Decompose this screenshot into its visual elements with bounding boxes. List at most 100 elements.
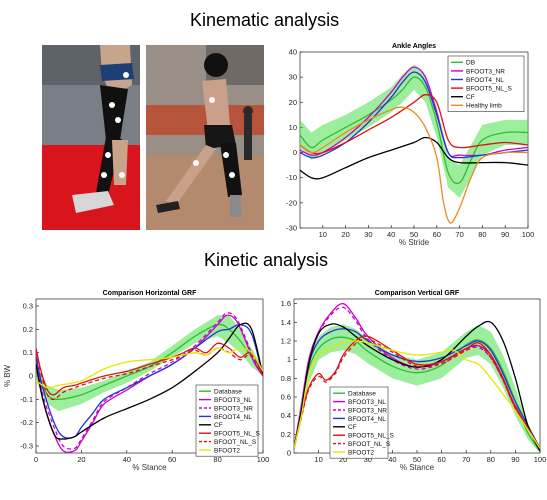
x-tick-label: 10: [314, 455, 322, 464]
y-tick-label: 0.3: [23, 302, 33, 311]
y-tick-label: 10: [289, 123, 297, 132]
series-line-bfoot3-nl: [36, 314, 263, 453]
legend-box: [329, 386, 389, 459]
y-tick-label: 30: [289, 73, 297, 82]
x-axis-label: % Stance: [132, 463, 167, 472]
series-line-bfoot5-nl-s: [300, 94, 528, 155]
legend-label-bfoot5-nl-s: BFOOT5_NL_S: [214, 431, 261, 438]
legend-label-cf: CF: [466, 94, 475, 101]
legend-label-bfoot3-nl: BFOOT3_NL: [348, 399, 386, 406]
y-tick-label: 0.2: [23, 325, 33, 334]
x-tick-label: 20: [77, 455, 85, 464]
ankle-angles-chart: Ankle Angles % Stride 10 20 30 40 50 60 70 80 90 10…: [286, 43, 535, 245]
y-tick-label: 0: [287, 449, 291, 458]
legend-label-bfoot5-nl-s: BFOOT5_NL_S: [348, 433, 395, 440]
x-tick-label: 80: [213, 455, 221, 464]
legend-label-cf: CF: [214, 422, 223, 429]
legend-label-bfoot5-nl-s: BFOOT5_NL_S: [466, 86, 513, 93]
x-tick-label: 30: [364, 230, 372, 239]
legend-label-bfoot2: BFOOT2: [348, 449, 374, 456]
horizontal-grf-chart: Comparison Horizontal GRF % Stance % BW 0 20…: [3, 290, 270, 472]
legend-label-bfoot2: BFOOT2: [214, 447, 240, 454]
x-axis-label: % Stance: [400, 463, 435, 472]
x-tick-label: 20: [339, 455, 347, 464]
y-tick-label: 0.6: [281, 393, 291, 402]
legend-label-bfoot4-nl: BFOOT4_NL: [466, 77, 504, 84]
x-axis-label: % Stride: [399, 238, 430, 245]
series-line-db: [300, 76, 528, 185]
x-tick-label: 0: [34, 455, 38, 464]
x-tick-label: 70: [462, 455, 470, 464]
legend-label-db: DB: [466, 60, 475, 67]
x-tick-label: 50: [410, 230, 418, 239]
legend-label-bfoot-nl-s: BFOOT_NL_S: [348, 441, 391, 448]
series-line-bfoot2: [36, 347, 263, 389]
series-line-bfoot3-nr: [36, 312, 263, 450]
y-tick-label: 0.8: [281, 374, 291, 383]
series-line-cf: [294, 320, 540, 452]
series-line-bfoot5-nl-s: [294, 335, 540, 449]
x-tick-label: 30: [364, 455, 372, 464]
y-tick-label: 1.2: [281, 337, 291, 346]
y-tick-label: -0.2: [20, 418, 33, 427]
kinematic-analysis-heading: Kinematic analysis: [190, 10, 340, 30]
x-tick-label: 40: [123, 455, 131, 464]
y-tick-label: 1.4: [281, 318, 291, 327]
x-tick-label: 60: [433, 230, 441, 239]
y-tick-label: -0.3: [20, 442, 33, 451]
y-axis-label: % BW: [3, 364, 12, 387]
legend-label-bfoot-nl-s: BFOOT_NL_S: [214, 439, 257, 446]
x-tick-label: 70: [455, 230, 463, 239]
legend-label-healthy-limb: Healthy limb: [466, 103, 502, 110]
series-line-cf: [36, 322, 263, 440]
band-db: [300, 64, 528, 198]
photo-side-view-red-floor: [42, 45, 140, 230]
y-tick-label: 0: [293, 148, 297, 157]
legend-label-bfoot4-nl: BFOOT4_NL: [348, 416, 386, 423]
series-line-database: [36, 323, 263, 400]
y-tick-label: -0.1: [20, 395, 33, 404]
series-line-cf: [300, 136, 528, 180]
x-tick-label: 90: [511, 455, 519, 464]
y-tick-label: -30: [286, 224, 297, 233]
y-tick-label: 0.1: [23, 348, 33, 357]
x-tick-label: 80: [478, 230, 486, 239]
x-tick-label: 100: [522, 230, 535, 239]
x-tick-label: 60: [437, 455, 445, 464]
series-line-database: [294, 336, 540, 452]
y-tick-label: 1.6: [281, 299, 291, 308]
legend-label-bfoot3-nr: BFOOT3_NR: [214, 405, 253, 412]
series-line-bfoot2: [294, 340, 540, 449]
photo-lunge-gym: [146, 45, 264, 230]
series-line-bfoot4-nl: [36, 323, 263, 439]
x-tick-label: 60: [168, 455, 176, 464]
legend-label-bfoot3-nr: BFOOT3_NR: [348, 407, 387, 414]
series-line-bfoot4-nl: [294, 328, 540, 449]
y-tick-label: 1: [287, 355, 291, 364]
series-line-healthy-limb: [300, 106, 528, 224]
y-tick-label: -20: [286, 198, 297, 207]
x-tick-label: 80: [487, 455, 495, 464]
series-line-bfoot5-nl-s: [36, 342, 263, 396]
series-line-bfoot4-nl: [300, 71, 528, 159]
x-tick-label: 20: [341, 230, 349, 239]
y-tick-label: 20: [289, 98, 297, 107]
x-tick-label: 40: [388, 455, 396, 464]
y-tick-label: 40: [289, 48, 297, 57]
legend-label-bfoot4-nl: BFOOT4_NL: [214, 414, 252, 421]
y-tick-label: 0.2: [281, 430, 291, 439]
chart-title: Comparison Vertical GRF: [375, 290, 460, 297]
x-tick-label: 100: [534, 455, 547, 464]
legend-label-database: Database: [348, 391, 376, 398]
x-tick-label: 90: [501, 230, 509, 239]
chart-title: Comparison Horizontal GRF: [103, 290, 197, 297]
legend-box: [447, 55, 525, 112]
x-tick-label: 100: [257, 455, 270, 464]
legend-label-database: Database: [214, 389, 242, 396]
legend-label-bfoot3-nl: BFOOT3_NL: [214, 397, 252, 404]
legend-label-cf: CF: [348, 424, 357, 431]
x-tick-label: 40: [387, 230, 395, 239]
y-tick-label: -10: [286, 173, 297, 182]
kinetic-analysis-heading: Kinetic analysis: [204, 250, 329, 270]
